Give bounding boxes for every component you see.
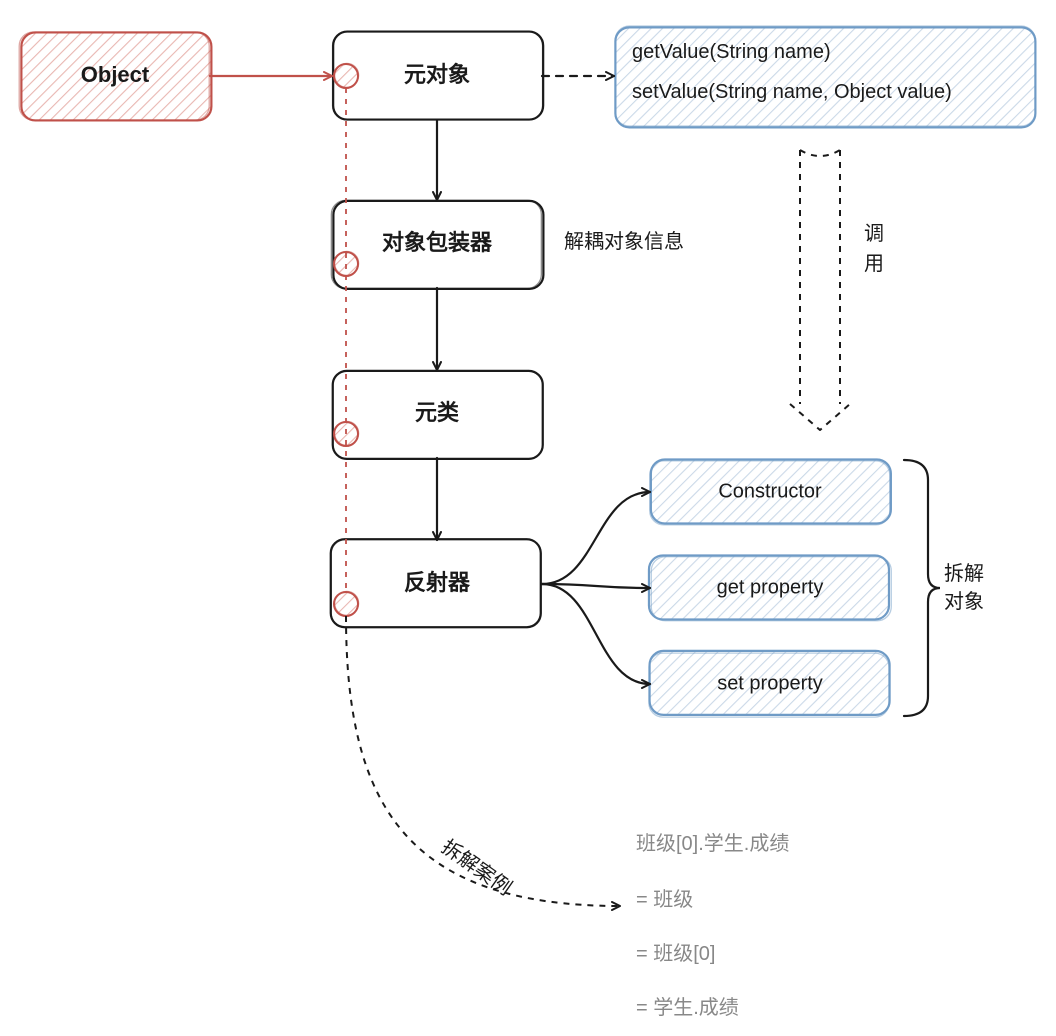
brace-label-0: 拆解 — [944, 562, 984, 585]
call-arrow-label-1: 用 — [864, 253, 884, 275]
right-brace — [904, 460, 940, 716]
case-line-3: = 学生.成绩 — [636, 996, 739, 1019]
case-arrow-label: 拆解案例 — [437, 835, 516, 900]
node-get_prop-label: get property — [717, 576, 824, 598]
node-object-label: Object — [81, 62, 150, 87]
call-arrow-cap-top — [800, 150, 840, 156]
anchor-dot-0 — [334, 63, 359, 88]
methods-line-0: getValue(String name) — [632, 41, 831, 63]
node-wrapper-label: 对象包装器 — [382, 230, 493, 255]
node-constructor-label: Constructor — [718, 480, 822, 502]
node-set_prop-label: set property — [717, 672, 823, 694]
node-meta-obj-label: 元对象 — [404, 62, 470, 87]
case-line-2: = 班级[0] — [636, 942, 715, 965]
methods-line-1: setValue(String name, Object value) — [632, 81, 952, 103]
case-line-1: = 班级 — [636, 888, 693, 911]
edge-7 — [542, 584, 650, 684]
node-meta-class-label: 元类 — [415, 400, 460, 425]
anchor-dot-3 — [334, 591, 359, 616]
annot-wrapper-side: 解耦对象信息 — [564, 230, 684, 253]
node-reflector-label: 反射器 — [404, 570, 471, 595]
call-arrow-head — [790, 404, 850, 430]
edge-5 — [542, 492, 650, 584]
brace-label-1: 对象 — [944, 590, 984, 613]
case-line-0: 班级[0].学生.成绩 — [636, 832, 789, 855]
call-arrow-label-0: 调 — [864, 222, 884, 245]
